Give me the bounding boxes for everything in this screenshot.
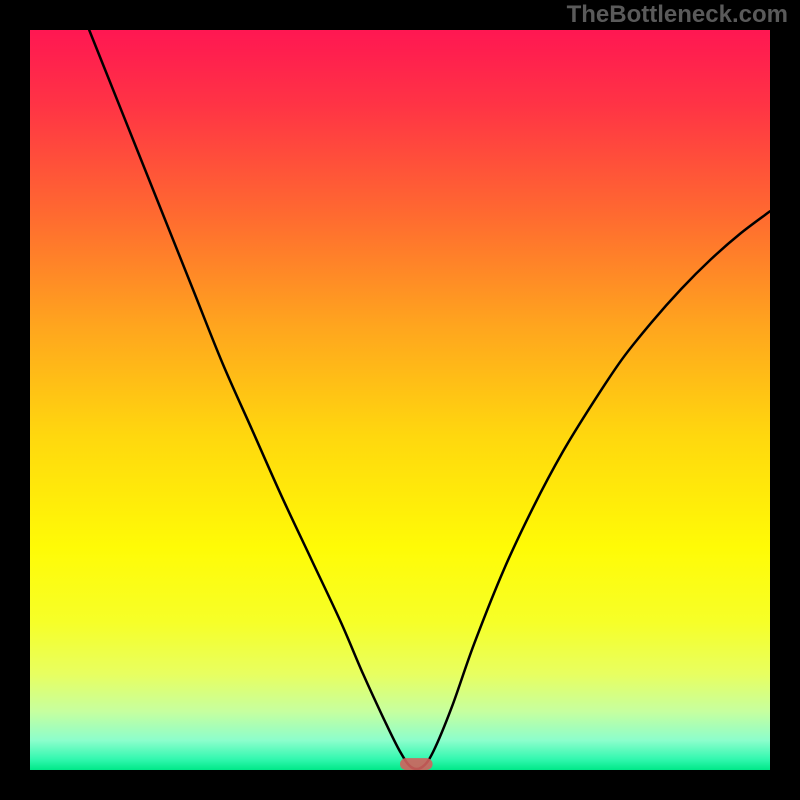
plot-background — [30, 30, 770, 770]
bottleneck-chart: TheBottleneck.com — [0, 0, 800, 800]
watermark-text: TheBottleneck.com — [567, 1, 788, 28]
valley-marker — [400, 758, 433, 770]
